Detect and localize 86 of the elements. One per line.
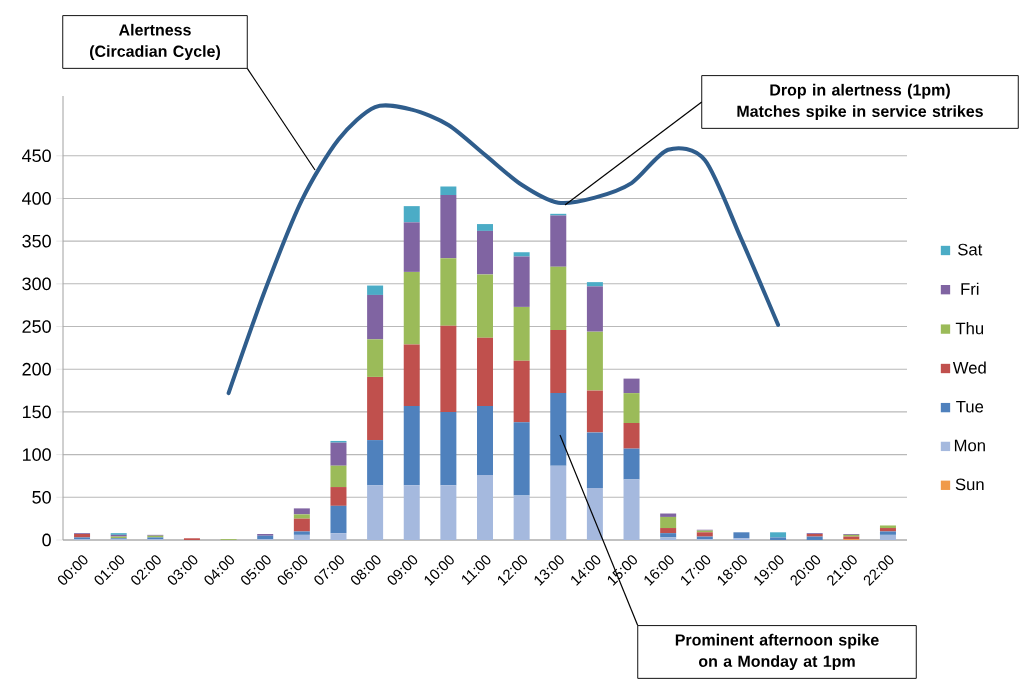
- bar: [477, 224, 493, 231]
- text: Prominent afternoon spike on a Monday at 1pm: [675, 633, 879, 671]
- bar: [623, 423, 640, 449]
- y-tick-label: 0: [42, 533, 51, 547]
- bar: [477, 337, 493, 406]
- bar: [513, 252, 530, 257]
- bar: [660, 528, 677, 534]
- bar: [293, 518, 310, 532]
- bar: [477, 274, 493, 338]
- bar: [293, 508, 310, 515]
- bar: [367, 376, 384, 441]
- legend-label: Wed: [952, 361, 986, 374]
- bar: [550, 393, 567, 466]
- y-tick-label: 150: [22, 405, 51, 419]
- bar: [403, 485, 420, 540]
- legend-label: Thu: [955, 322, 984, 335]
- bar: [623, 393, 640, 424]
- y-tick-label: 300: [22, 277, 51, 291]
- annotation: Drop in alertness (1pm) Matches spike in service strikes: [737, 83, 983, 121]
- text: Alertness (Circadian Cycle): [90, 23, 220, 61]
- y-tick-label: 200: [22, 362, 51, 376]
- bar: [330, 533, 347, 540]
- y-tick-label: 450: [22, 149, 51, 163]
- bar: [477, 475, 493, 540]
- y-tick-label: 100: [22, 448, 51, 461]
- legend-label: Fri: [961, 282, 979, 295]
- legend-label: Tue: [956, 400, 984, 413]
- bar: [660, 516, 677, 529]
- bar: [403, 222, 420, 272]
- bar: [586, 432, 603, 488]
- bar: [586, 331, 603, 391]
- bar: [367, 339, 384, 377]
- bar: [367, 294, 384, 340]
- bar: [293, 531, 310, 535]
- bar: [660, 537, 677, 540]
- bar: [586, 487, 603, 540]
- legend-label: Sun: [955, 478, 984, 491]
- y-tick-label: 50: [32, 490, 51, 504]
- bar: [696, 532, 713, 537]
- bar: [477, 405, 493, 476]
- bar: [367, 285, 384, 295]
- bar: [330, 505, 347, 534]
- legend-label: Sat: [958, 243, 983, 256]
- bar: [367, 440, 384, 486]
- bar: [367, 485, 384, 540]
- bar: [513, 256, 530, 307]
- bar: [513, 306, 530, 361]
- bar: [513, 495, 530, 540]
- bar: [623, 378, 640, 394]
- bar: [403, 271, 420, 345]
- y-tick-label: 250: [22, 320, 51, 333]
- bar: [733, 532, 750, 539]
- bar: [550, 215, 567, 267]
- bar: [879, 534, 896, 540]
- bar: [550, 329, 567, 394]
- bar: [586, 286, 603, 332]
- bar: [660, 533, 677, 538]
- bar: [257, 535, 274, 540]
- bar: [550, 465, 567, 540]
- bar: [293, 514, 310, 519]
- bar: [403, 206, 420, 223]
- bar: [586, 390, 603, 433]
- bar: [330, 465, 347, 488]
- bar: [550, 266, 567, 330]
- bar: [403, 405, 420, 486]
- bar: [440, 186, 457, 196]
- bar: [440, 258, 457, 326]
- bar: [586, 282, 603, 287]
- bar: [440, 195, 457, 259]
- legend-label: Mon: [954, 439, 985, 452]
- bar: [440, 485, 457, 540]
- bar: [440, 411, 457, 486]
- bar: [513, 422, 530, 496]
- bar: [513, 360, 530, 423]
- bar: [330, 487, 347, 506]
- bar: [623, 479, 640, 540]
- bar: [403, 344, 420, 406]
- bar: [440, 325, 457, 412]
- bar: [770, 537, 787, 540]
- bar: [477, 230, 493, 275]
- bar: [770, 532, 787, 538]
- bar: [293, 534, 310, 540]
- bar: [623, 448, 640, 480]
- y-tick-label: 350: [22, 234, 51, 248]
- bar: [330, 442, 347, 466]
- y-tick-label: 400: [22, 192, 51, 205]
